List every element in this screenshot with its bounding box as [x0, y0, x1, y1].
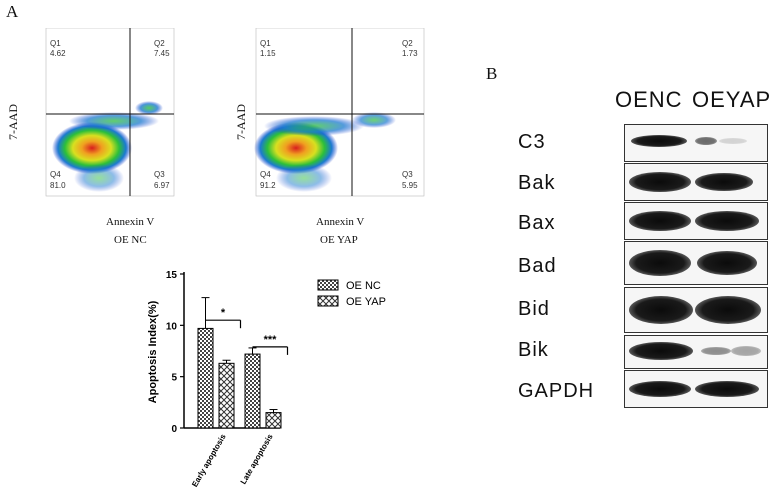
flow-ylabel-2: 7-AAD: [234, 104, 248, 140]
band: [629, 211, 691, 231]
q4-label: Q4: [260, 170, 271, 179]
flow-plot-oe-nc: Q1 4.62 Q2 7.45 Q3 6.97 Q4 81.0: [24, 27, 176, 203]
blot-bak: [624, 163, 768, 201]
q4-label: Q4: [50, 170, 61, 179]
blot-label-bik: Bik: [518, 339, 549, 361]
q3-label: Q3: [402, 170, 413, 179]
y-tick-label: 5: [171, 373, 177, 384]
q1-value: 4.62: [50, 49, 66, 58]
blot-gapdh: [624, 370, 768, 408]
flow-plot-oe-nc-svg: [45, 27, 175, 197]
q2-label: Q2: [154, 39, 165, 48]
band: [629, 381, 691, 397]
band: [697, 251, 757, 275]
category-label: Late apoptosis: [239, 432, 275, 486]
category-label: Early apoptosis: [190, 432, 228, 489]
q4-value: 81.0: [50, 181, 66, 190]
bar-oe-yap: [218, 362, 235, 429]
apoptosis-bar-chart: Apoptosis Index(%) 0 5 10 15 * Early apoptos…: [147, 270, 386, 489]
band: [695, 211, 759, 231]
band: [629, 296, 693, 324]
blot-label-bak: Bak: [518, 172, 556, 194]
y-tick-label: 15: [166, 270, 178, 281]
col-header-oeyap: OEYAP: [692, 87, 772, 112]
blot-label-c3: C3: [518, 131, 546, 153]
band: [629, 172, 691, 192]
flow-xlabel-2: Annexin V: [316, 216, 365, 228]
band: [695, 381, 759, 397]
flow-caption-2: OE YAP: [320, 234, 358, 246]
q4-value: 91.2: [260, 181, 276, 190]
y-tick-label: 0: [171, 424, 177, 435]
panel-a-label: A: [6, 2, 19, 21]
flow-xlabel-1: Annexin V: [106, 216, 155, 228]
q3-label: Q3: [154, 170, 165, 179]
flow-caption-1: OE NC: [114, 234, 147, 246]
blot-bad: [624, 241, 768, 285]
bar-oe-nc: [244, 353, 261, 429]
band: [695, 296, 761, 324]
band: [629, 250, 691, 276]
flow-plot-oe-yap: Q1 1.15 Q2 1.73 Q3 5.95 Q4 91.2: [234, 27, 426, 203]
q2-value: 7.45: [154, 49, 170, 58]
q1-value: 1.15: [260, 49, 276, 58]
y-tick-label: 10: [166, 321, 178, 332]
band: [629, 342, 693, 360]
legend-swatch-oe-nc: [317, 279, 339, 291]
significance-label: ***: [264, 334, 278, 346]
blot-label-bax: Bax: [518, 212, 556, 234]
q2-value: 1.73: [402, 49, 418, 58]
band: [631, 135, 687, 147]
bar-oe-yap: [265, 412, 282, 429]
band: [701, 347, 731, 355]
blot-bik: [624, 335, 768, 369]
legend-label-oe-yap: OE YAP: [346, 296, 386, 308]
blot-c3: [624, 124, 768, 162]
blot-bax: [624, 202, 768, 240]
q1-label: Q1: [50, 39, 61, 48]
q3-value: 5.95: [402, 181, 418, 190]
blot-label-bad: Bad: [518, 255, 557, 277]
significance-label: *: [221, 307, 226, 319]
flow-plot-oe-yap-svg: [254, 27, 425, 197]
legend-label-oe-nc: OE NC: [346, 280, 381, 292]
band: [695, 173, 753, 191]
flow-ylabel-1: 7-AAD: [6, 104, 20, 140]
band: [695, 137, 717, 145]
panel-b-label: B: [486, 64, 498, 83]
q3-value: 6.97: [154, 181, 170, 190]
blot-label-bid: Bid: [518, 298, 550, 320]
bar-oe-nc: [197, 327, 214, 429]
blot-label-gapdh: GAPDH: [518, 380, 595, 402]
legend-swatch-oe-yap: [317, 295, 339, 307]
band: [731, 346, 761, 356]
q2-label: Q2: [402, 39, 413, 48]
col-header-oenc: OENC: [615, 87, 683, 112]
band: [719, 138, 747, 144]
q1-label: Q1: [260, 39, 271, 48]
bar-ylabel: Apoptosis Index(%): [147, 300, 159, 403]
blot-bid: [624, 287, 768, 333]
